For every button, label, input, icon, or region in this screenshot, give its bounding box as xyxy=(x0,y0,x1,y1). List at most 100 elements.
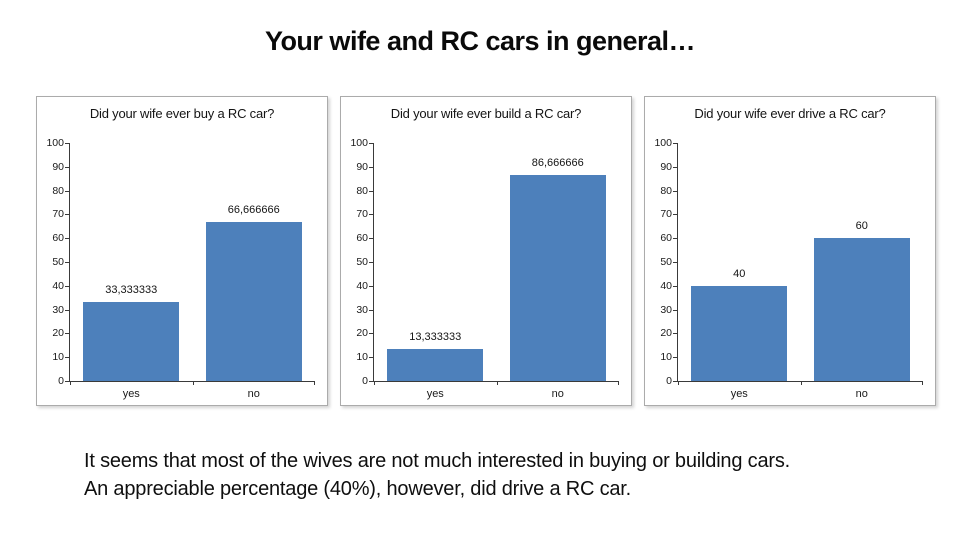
y-axis-tick-mark xyxy=(369,166,373,168)
y-axis-tick-label: 30 xyxy=(356,303,368,316)
y-axis-tick-mark xyxy=(369,309,373,311)
y-axis-tick-mark xyxy=(65,357,69,359)
y-axis-tick-label: 80 xyxy=(660,184,672,197)
category-label-no: no xyxy=(551,388,564,400)
bar-no xyxy=(205,222,302,381)
y-axis-tick-label: 60 xyxy=(356,232,368,245)
plot-area: 0 10 20 30 40 50 60 70 80 90 100 40 yes 60 no xyxy=(654,137,923,400)
data-label-yes: 13,333333 xyxy=(409,331,462,344)
y-axis-tick-mark xyxy=(369,143,373,144)
y-axis-tick-mark xyxy=(65,214,69,216)
y-axis-tick-label: 10 xyxy=(660,351,672,364)
y-axis-tick-mark xyxy=(65,143,69,144)
chart-panel-build: Did your wife ever build a RC car? 0 10 20 3… xyxy=(340,96,632,406)
y-axis-tick-label: 80 xyxy=(356,184,368,197)
y-axis-tick-mark xyxy=(65,333,69,335)
bar-yes xyxy=(387,349,484,381)
y-axis-tick-mark xyxy=(673,381,677,382)
chart-title: Did your wife ever buy a RC car? xyxy=(89,106,275,121)
bar-no xyxy=(813,238,910,381)
y-axis-tick-mark xyxy=(65,285,69,287)
y-axis-tick-label: 0 xyxy=(666,375,672,387)
y-axis-tick-label: 30 xyxy=(52,303,64,316)
y-axis-tick-label: 60 xyxy=(660,232,672,245)
y-axis-tick-mark xyxy=(673,357,677,359)
y-axis-tick-mark xyxy=(369,381,373,382)
slide-title: Your wife and RC cars in general… xyxy=(264,26,696,56)
y-axis-tick-mark xyxy=(369,238,373,240)
chart-title: Did your wife ever drive a RC car? xyxy=(694,106,886,121)
y-axis-tick-label: 70 xyxy=(52,208,64,221)
category-label-yes: yes xyxy=(730,388,748,400)
y-axis-tick-mark xyxy=(369,357,373,359)
y-axis-tick-label: 100 xyxy=(654,137,672,149)
x-axis-tick-mark xyxy=(618,381,619,385)
y-axis-tick-mark xyxy=(369,214,373,216)
conclusion-line-1: It seems that most of the wives are not … xyxy=(84,450,790,472)
y-axis-tick-label: 30 xyxy=(660,303,672,316)
category-label-no: no xyxy=(247,388,260,400)
y-axis-tick-mark xyxy=(369,190,373,192)
y-axis-tick-label: 50 xyxy=(660,256,672,268)
bar-yes xyxy=(83,301,180,381)
y-axis-tick-mark xyxy=(673,214,677,216)
y-axis-tick-label: 90 xyxy=(52,160,64,173)
x-axis-tick-mark xyxy=(314,381,315,385)
y-axis-tick-label: 80 xyxy=(52,184,64,197)
plot-area: 0 10 20 30 40 50 60 70 80 90 100 13,333333 yes 86,666… xyxy=(350,137,619,400)
y-axis-tick-mark xyxy=(65,190,69,192)
y-axis-tick-label: 10 xyxy=(356,351,368,364)
y-axis-tick-label: 40 xyxy=(356,279,368,292)
category-label-yes: yes xyxy=(122,388,140,400)
y-axis-tick-mark xyxy=(369,262,373,263)
bar-no xyxy=(509,174,606,381)
y-axis-tick-label: 0 xyxy=(362,375,368,387)
x-axis-tick-mark xyxy=(496,381,498,385)
y-axis-tick-mark xyxy=(673,285,677,287)
y-axis-tick-mark xyxy=(65,166,69,168)
y-axis-tick-label: 50 xyxy=(52,256,64,268)
y-axis-tick-mark xyxy=(673,333,677,335)
data-label-no: 60 xyxy=(855,220,868,233)
conclusion-line-2: An appreciable percentage (40%), however… xyxy=(84,477,631,500)
chart-panel-buy: Did your wife ever buy a RC car? 0 10 20 30 4… xyxy=(36,96,328,406)
y-axis-tick-label: 60 xyxy=(52,232,64,245)
x-axis-tick-mark xyxy=(192,381,194,385)
charts-row: Did your wife ever buy a RC car? 0 10 20 30 4… xyxy=(36,96,936,406)
y-axis-tick-mark xyxy=(673,143,677,144)
chart-title: Did your wife ever build a RC car? xyxy=(390,106,582,121)
y-axis-tick-mark xyxy=(65,262,69,263)
y-axis-tick-mark xyxy=(673,309,677,311)
y-axis-tick-label: 100 xyxy=(46,137,64,149)
x-axis-tick-mark xyxy=(678,381,679,385)
chart-panel-drive: Did your wife ever drive a RC car? 0 10 20 3… xyxy=(644,96,936,406)
y-axis-tick-label: 40 xyxy=(660,279,672,292)
category-label-no: no xyxy=(855,388,868,400)
y-axis-tick-label: 50 xyxy=(356,256,368,268)
category-label-yes: yes xyxy=(426,388,444,400)
data-label-no: 86,666666 xyxy=(531,156,584,169)
y-axis-tick-mark xyxy=(673,190,677,192)
bar-yes xyxy=(691,285,788,381)
y-axis-tick-label: 90 xyxy=(356,160,368,173)
y-axis-tick-mark xyxy=(65,238,69,240)
y-axis-tick-label: 100 xyxy=(350,137,368,149)
y-axis-tick-mark xyxy=(65,381,69,382)
y-axis-tick-mark xyxy=(65,309,69,311)
y-axis-tick-label: 70 xyxy=(356,208,368,221)
y-axis-tick-label: 0 xyxy=(58,375,64,387)
data-label-yes: 33,333333 xyxy=(105,283,158,296)
y-axis-tick-mark xyxy=(673,238,677,240)
y-axis-tick-label: 20 xyxy=(52,327,64,340)
x-axis-tick-mark xyxy=(374,381,375,385)
data-label-yes: 40 xyxy=(733,267,746,280)
x-axis-tick-mark xyxy=(922,381,923,385)
y-axis-tick-mark xyxy=(369,333,373,335)
y-axis-tick-label: 10 xyxy=(52,351,64,364)
y-axis-tick-mark xyxy=(673,166,677,168)
y-axis-tick-label: 90 xyxy=(660,160,672,173)
y-axis-tick-label: 20 xyxy=(660,327,672,340)
y-axis-tick-label: 70 xyxy=(660,208,672,221)
conclusion-text: It seems that most of the wives are not … xyxy=(84,448,914,503)
y-axis-tick-label: 20 xyxy=(356,327,368,340)
